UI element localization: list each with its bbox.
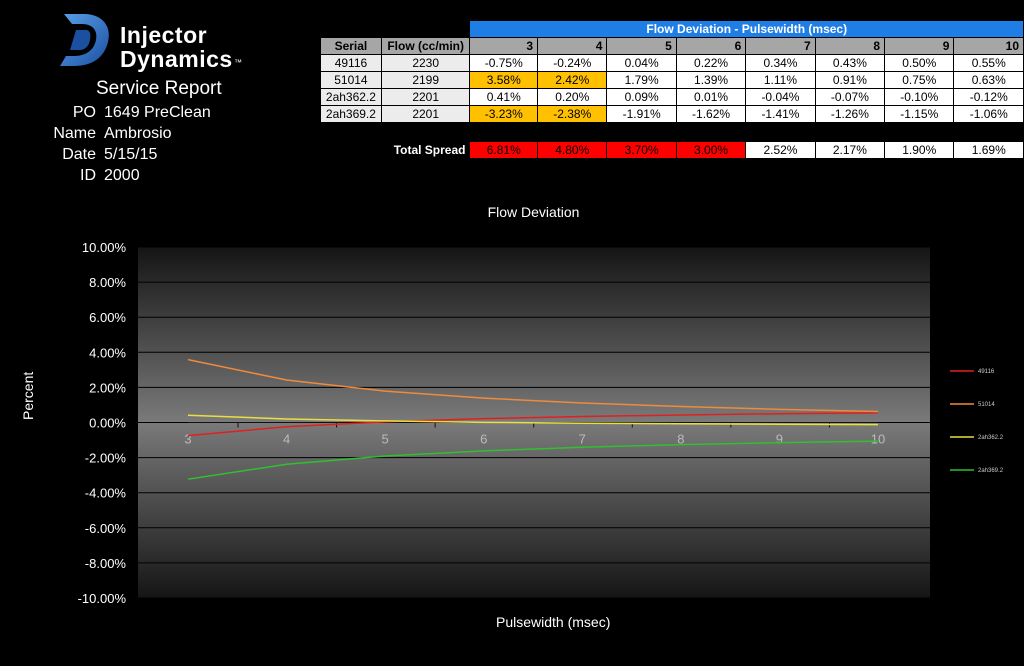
y-tick-label: 6.00% (89, 310, 126, 325)
flow-cell: 2230 (380, 54, 471, 72)
col-header-pw: 10 (953, 37, 1024, 55)
report-title: Service Report (96, 78, 222, 99)
col-header-pw: 7 (745, 37, 816, 55)
spread-cell: 1.69% (953, 141, 1024, 159)
legend-label: 51014 (978, 402, 995, 408)
series-line-51014 (187, 358, 879, 413)
deviation-cell: -1.15% (884, 105, 955, 123)
col-header-flow: Flow (cc/min) (380, 37, 471, 55)
deviation-cell: -0.07% (814, 88, 886, 106)
deviation-cell: -0.24% (537, 54, 608, 72)
chart-title: Flow Deviation (487, 204, 580, 220)
table-banner: Flow Deviation - Pulsewidth (msec) (469, 20, 1024, 38)
table-row: 49116 2230 -0.75% -0.24% 0.04% 0.22% 0.34% 0.43… (320, 54, 1024, 72)
brand-name-line2: Dynamics (120, 46, 233, 72)
info-label: Name (53, 125, 96, 142)
info-label: Date (62, 146, 96, 163)
col-header-pw: 6 (675, 37, 747, 55)
deviation-cell: 0.63% (953, 71, 1024, 89)
deviation-cell: -0.10% (884, 88, 955, 106)
deviation-cell: -1.06% (953, 105, 1024, 123)
deviation-cell: 0.01% (675, 88, 747, 106)
y-tick-label: 10.00% (82, 240, 127, 255)
info-label: ID (80, 167, 96, 184)
x-tick-label: 10 (871, 432, 885, 447)
col-header-serial: Serial (320, 37, 382, 55)
y-tick-label: -8.00% (85, 556, 127, 571)
deviation-cell: 2.42% (537, 71, 608, 89)
spread-cell: 3.70% (606, 141, 677, 159)
deviation-cell: -1.91% (606, 105, 677, 123)
deviation-cell: 0.55% (953, 54, 1024, 72)
deviation-cell: 3.58% (469, 71, 539, 89)
serial-cell: 2ah369.2 (320, 105, 382, 123)
legend-label: 49116 (978, 369, 995, 375)
table-row: 51014 2199 3.58% 2.42% 1.79% 1.39% 1.11% 0.91% 0… (320, 71, 1024, 89)
flow-cell: 2201 (380, 105, 471, 123)
total-spread-label: Total Spread (320, 141, 470, 159)
deviation-cell: 0.34% (745, 54, 816, 72)
brand-name-line1: Injector (120, 22, 208, 48)
deviation-cell: -3.23% (469, 105, 539, 123)
col-header-pw: 5 (606, 37, 677, 55)
info-value: Ambrosio (104, 125, 172, 142)
legend-label: 2ah362.2 (978, 435, 1004, 441)
info-value: 5/15/15 (104, 146, 158, 163)
flow-cell: 2201 (380, 88, 471, 106)
spread-cell: 2.52% (745, 141, 816, 159)
y-tick-label: 4.00% (89, 345, 126, 360)
deviation-cell: 0.50% (884, 54, 955, 72)
y-tick-label: -10.00% (78, 591, 127, 606)
injector-logo-icon (60, 14, 109, 66)
spread-cell: 1.90% (884, 141, 955, 159)
x-tick-label: 5 (382, 432, 389, 447)
deviation-cell: -0.12% (953, 88, 1024, 106)
series-line-2ah362.2 (187, 414, 879, 426)
y-tick-label: -6.00% (85, 521, 127, 536)
x-tick-label: 9 (776, 432, 783, 447)
col-header-pw: 4 (537, 37, 608, 55)
brand-logo: Injector Dynamics ™ (58, 12, 248, 72)
table-row: 2ah362.2 2201 0.41% 0.20% 0.09% 0.01% -0.04% -0… (320, 88, 1024, 106)
deviation-cell: -0.75% (469, 54, 539, 72)
x-tick-label: 7 (579, 432, 586, 447)
spread-cell: 2.17% (814, 141, 886, 159)
series-line-49116 (187, 412, 879, 437)
x-tick-label: 4 (283, 432, 290, 447)
col-header-pw: 8 (814, 37, 886, 55)
legend-label: 2ah369.2 (978, 468, 1004, 474)
series-line-2ah369.2 (187, 440, 879, 480)
deviation-cell: 0.09% (606, 88, 677, 106)
info-value: 1649 PreClean (104, 104, 211, 121)
y-tick-label: -2.00% (85, 451, 127, 466)
x-tick-label: 6 (480, 432, 487, 447)
deviation-cell: 1.39% (675, 71, 747, 89)
deviation-cell: 1.11% (745, 71, 816, 89)
deviation-cell: -1.41% (745, 105, 816, 123)
deviation-cell: 0.20% (537, 88, 608, 106)
flow-deviation-table: Flow Deviation - Pulsewidth (msec) Seria… (320, 20, 1024, 159)
x-axis-title: Pulsewidth (msec) (496, 614, 611, 630)
info-label: PO (72, 104, 96, 121)
flow-cell: 2199 (380, 71, 471, 89)
x-tick-label: 8 (677, 432, 684, 447)
spread-cell: 3.00% (675, 141, 747, 159)
spread-cell: 6.81% (469, 141, 539, 159)
y-tick-label: -4.00% (85, 486, 127, 501)
deviation-cell: 1.79% (606, 71, 677, 89)
trademark-mark: ™ (234, 58, 242, 67)
y-tick-label: 0.00% (89, 416, 126, 431)
deviation-cell: -0.04% (745, 88, 816, 106)
deviation-cell: -1.62% (675, 105, 747, 123)
serial-cell: 51014 (320, 71, 382, 89)
y-tick-label: 2.00% (89, 380, 126, 395)
x-tick-label: 3 (184, 432, 191, 447)
y-tick-label: 8.00% (89, 275, 126, 290)
table-row: 2ah369.2 2201 -3.23% -2.38% -1.91% -1.62% -1.4… (320, 105, 1024, 123)
deviation-cell: -2.38% (537, 105, 608, 123)
info-value: 2000 (104, 167, 140, 184)
